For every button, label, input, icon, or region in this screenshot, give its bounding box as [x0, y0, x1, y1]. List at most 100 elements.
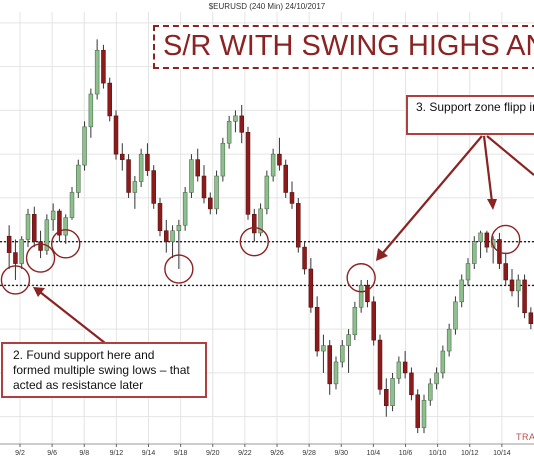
candle: [346, 329, 351, 373]
x-tick-label: 9/18: [174, 450, 188, 457]
candle-body: [113, 115, 119, 155]
candle: [384, 378, 389, 417]
candle: [182, 186, 188, 231]
watermark: TRA: [516, 432, 534, 442]
candle-body: [170, 230, 175, 242]
candle: [522, 274, 527, 319]
x-axis: 9/2 9/6 9/8 9/12 9/14 9/18 9/20 9/22 9/26 9/28 9/3…: [0, 443, 534, 457]
candle-body: [264, 175, 270, 210]
x-tick-label: 9/6: [47, 450, 57, 457]
candle-body: [69, 192, 75, 218]
candle-body: [107, 82, 112, 117]
candle: [101, 44, 106, 89]
candle-body: [321, 345, 326, 352]
candle: [434, 367, 439, 390]
candle: [170, 225, 175, 259]
candle: [503, 252, 508, 286]
candle: [151, 165, 156, 209]
swing-circle: [25, 243, 56, 273]
x-tick-label: 10/14: [493, 450, 511, 457]
candle-body: [239, 115, 244, 133]
x-tick-label: 9/2: [15, 450, 25, 457]
candle: [358, 279, 364, 313]
candle-body: [522, 279, 527, 314]
x-tick-label: 9/30: [334, 450, 348, 457]
candle-body: [409, 372, 414, 396]
arrow-flip-to-right: [486, 135, 534, 176]
candle: [377, 334, 383, 395]
candle-body: [82, 126, 87, 166]
candle: [516, 274, 521, 308]
candle-body: [415, 394, 420, 428]
x-tick-label: 10/4: [367, 450, 381, 457]
candle-body: [472, 241, 477, 264]
candle-body: [465, 263, 471, 281]
candle-body: [365, 285, 370, 303]
candle: [13, 239, 18, 280]
candle-body: [38, 241, 43, 251]
x-tick-label: 9/8: [79, 450, 89, 457]
candle-body: [13, 252, 18, 264]
candle: [176, 219, 182, 270]
candle-body: [76, 164, 81, 193]
candle-body: [151, 170, 156, 204]
candle-body: [446, 328, 452, 352]
candle: [365, 279, 370, 308]
candle-body: [6, 235, 12, 253]
candle: [314, 296, 320, 357]
candle: [352, 301, 358, 341]
candle: [302, 241, 307, 275]
candle: [44, 214, 50, 255]
candle: [528, 307, 534, 330]
candle-body: [201, 175, 207, 199]
candle-body: [132, 181, 138, 193]
candle-body: [490, 239, 496, 248]
candle-body: [195, 159, 200, 177]
candle-body: [308, 268, 314, 308]
candle-body: [157, 203, 163, 232]
candle-body: [120, 153, 125, 160]
x-tick-label: 9/22: [238, 450, 252, 457]
chart-title: $EURUSD (240 Min) 24/10/2017: [209, 2, 326, 11]
candle-body: [421, 399, 427, 428]
candle: [233, 110, 238, 133]
x-tick-label: 10/10: [429, 450, 447, 457]
candle: [390, 372, 395, 412]
candle: [164, 219, 169, 253]
candle: [327, 340, 332, 395]
candle: [107, 77, 112, 122]
candle: [465, 258, 471, 286]
candle-body: [478, 232, 483, 242]
candle: [490, 236, 496, 264]
annotation-support-flip-text: 3. Support zone flipp into resistance ag…: [416, 100, 534, 114]
candle: [428, 378, 433, 406]
candle-body: [252, 214, 257, 234]
candle-body: [32, 214, 37, 242]
arrow-flip-to-high: [482, 135, 494, 203]
candle-body: [453, 301, 458, 330]
candle: [340, 340, 345, 368]
candle: [189, 154, 194, 198]
candle: [440, 345, 446, 379]
arrow-found-support: [39, 291, 106, 344]
x-tick-label: 10/6: [399, 450, 413, 457]
candle-body: [371, 301, 376, 341]
candle: [145, 143, 150, 177]
candle: [214, 170, 219, 215]
candle: [208, 192, 213, 215]
candle-body: [283, 164, 288, 193]
candle: [50, 203, 56, 231]
candle: [113, 110, 119, 160]
candle: [132, 176, 138, 209]
candle: [509, 269, 515, 297]
candle: [258, 203, 263, 237]
arrow-flip-to-zone: [381, 135, 483, 255]
swing-circle: [164, 254, 194, 284]
candles: [6, 39, 534, 434]
candle: [195, 148, 200, 182]
x-tick-label: 9/12: [110, 450, 124, 457]
candle: [289, 181, 295, 209]
candle: [63, 214, 68, 244]
candle-body: [44, 219, 50, 251]
